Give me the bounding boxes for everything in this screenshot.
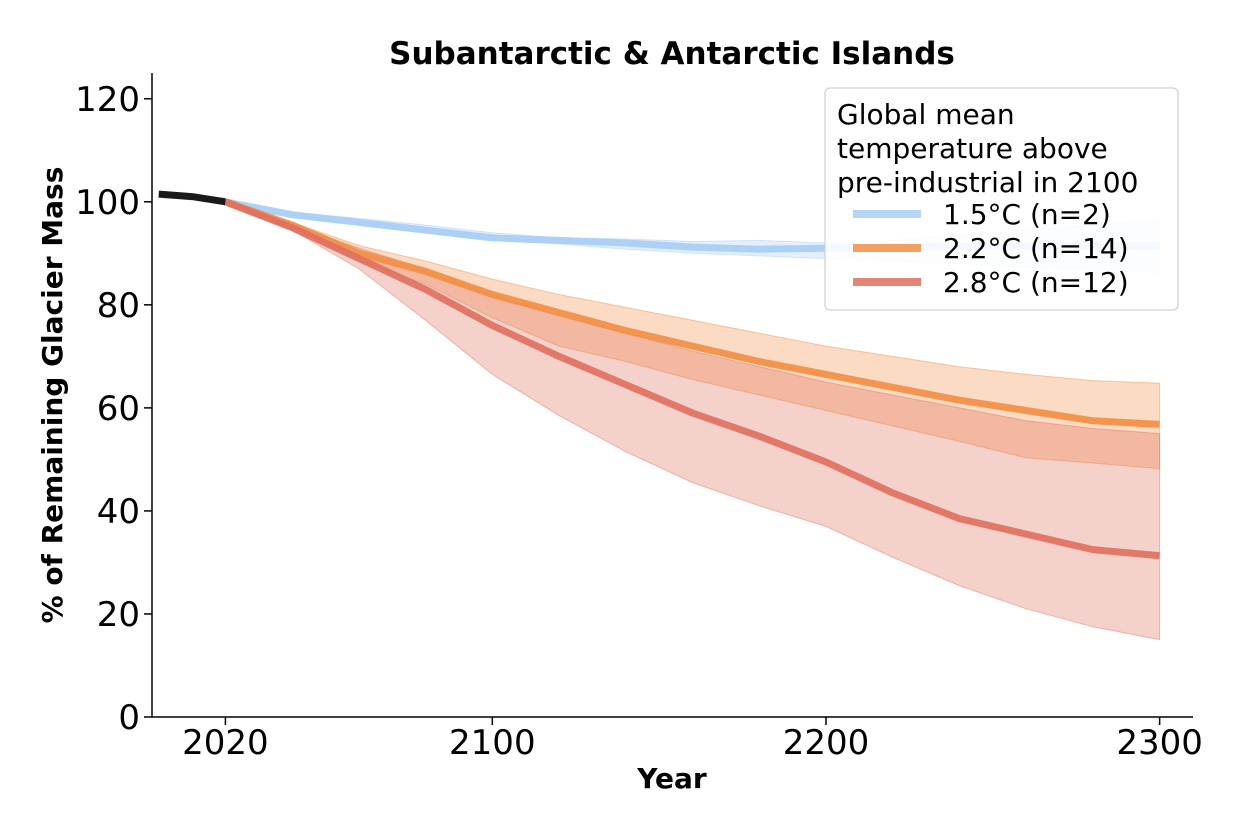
x-axis-label: Year xyxy=(636,762,707,795)
legend: Global mean temperature above pre-industri… xyxy=(824,87,1179,311)
series-line-2 xyxy=(224,198,1160,428)
y-tick-label: 80 xyxy=(97,286,140,326)
x-tick-label: 2300 xyxy=(1116,723,1203,763)
x-tick-label: 2200 xyxy=(783,723,870,763)
historical-line xyxy=(158,190,226,206)
legend-box xyxy=(824,87,1179,311)
y-tick-label: 40 xyxy=(97,492,140,532)
x-tick-label: 2100 xyxy=(449,723,536,763)
y-tick-label: 0 xyxy=(118,698,140,738)
y-axis-label: % of Remaining Glacier Mass xyxy=(36,167,69,624)
legend-items: 1.5°C (n=2)2.2°C (n=14)2.8°C (n=12) xyxy=(853,198,1129,299)
legend-title-line: Global mean xyxy=(837,98,1015,131)
y-tick-label: 60 xyxy=(97,389,140,429)
legend-label-3: 2.8°C (n=12) xyxy=(943,266,1129,299)
series-line-3 xyxy=(224,198,1160,560)
y-tick-label: 100 xyxy=(75,183,140,223)
x-axis-ticks: 2020 2100 2200 2300 xyxy=(182,717,1203,763)
y-tick-label: 120 xyxy=(75,80,140,120)
legend-label-1: 1.5°C (n=2) xyxy=(943,198,1111,231)
chart-title: Subantarctic & Antarctic Islands xyxy=(389,36,955,72)
y-tick-label: 20 xyxy=(97,595,140,635)
series-band-2 xyxy=(225,201,1161,470)
legend-title: Global mean temperature above pre-industri… xyxy=(837,98,1138,199)
y-axis-ticks: 0 20 40 60 80 100 120 xyxy=(75,80,152,738)
legend-title-line: pre-industrial in 2100 xyxy=(837,166,1138,199)
legend-label-2: 2.2°C (n=14) xyxy=(943,232,1129,265)
legend-title-line: temperature above xyxy=(837,132,1108,165)
x-tick-label: 2020 xyxy=(182,723,269,763)
